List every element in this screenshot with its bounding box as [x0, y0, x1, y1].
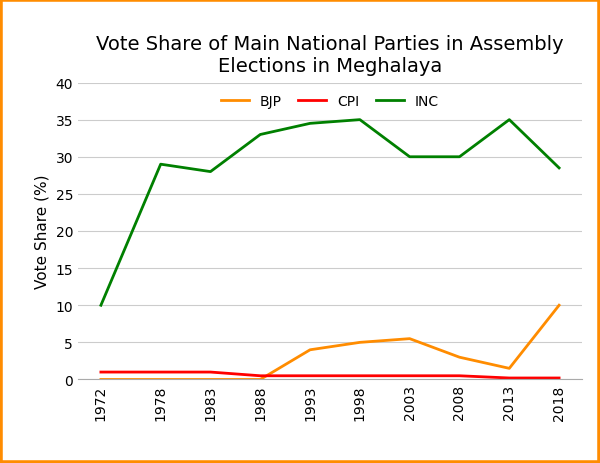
- INC: [456, 155, 463, 160]
- Y-axis label: Vote Share (%): Vote Share (%): [35, 175, 50, 288]
- Title: Vote Share of Main National Parties in Assembly
Elections in Meghalaya: Vote Share of Main National Parties in A…: [96, 35, 564, 76]
- INC: [207, 169, 214, 175]
- CPI: [257, 373, 264, 379]
- BJP: [307, 347, 314, 353]
- BJP: [207, 377, 214, 382]
- BJP: [456, 355, 463, 360]
- BJP: [157, 377, 164, 382]
- CPI: [506, 375, 513, 381]
- INC: [97, 303, 104, 308]
- BJP: [406, 336, 413, 342]
- CPI: [556, 375, 563, 381]
- CPI: [157, 369, 164, 375]
- BJP: [506, 366, 513, 371]
- INC: [157, 162, 164, 168]
- INC: [307, 121, 314, 127]
- INC: [556, 166, 563, 171]
- BJP: [97, 377, 104, 382]
- CPI: [97, 369, 104, 375]
- BJP: [356, 340, 364, 345]
- CPI: [207, 369, 214, 375]
- Legend: BJP, CPI, INC: BJP, CPI, INC: [217, 90, 443, 113]
- CPI: [356, 373, 364, 379]
- INC: [257, 132, 264, 138]
- INC: [406, 155, 413, 160]
- Line: INC: INC: [101, 120, 559, 306]
- CPI: [307, 373, 314, 379]
- Line: CPI: CPI: [101, 372, 559, 378]
- Line: BJP: BJP: [101, 306, 559, 380]
- BJP: [257, 377, 264, 382]
- INC: [356, 118, 364, 123]
- BJP: [556, 303, 563, 308]
- CPI: [406, 373, 413, 379]
- CPI: [456, 373, 463, 379]
- INC: [506, 118, 513, 123]
